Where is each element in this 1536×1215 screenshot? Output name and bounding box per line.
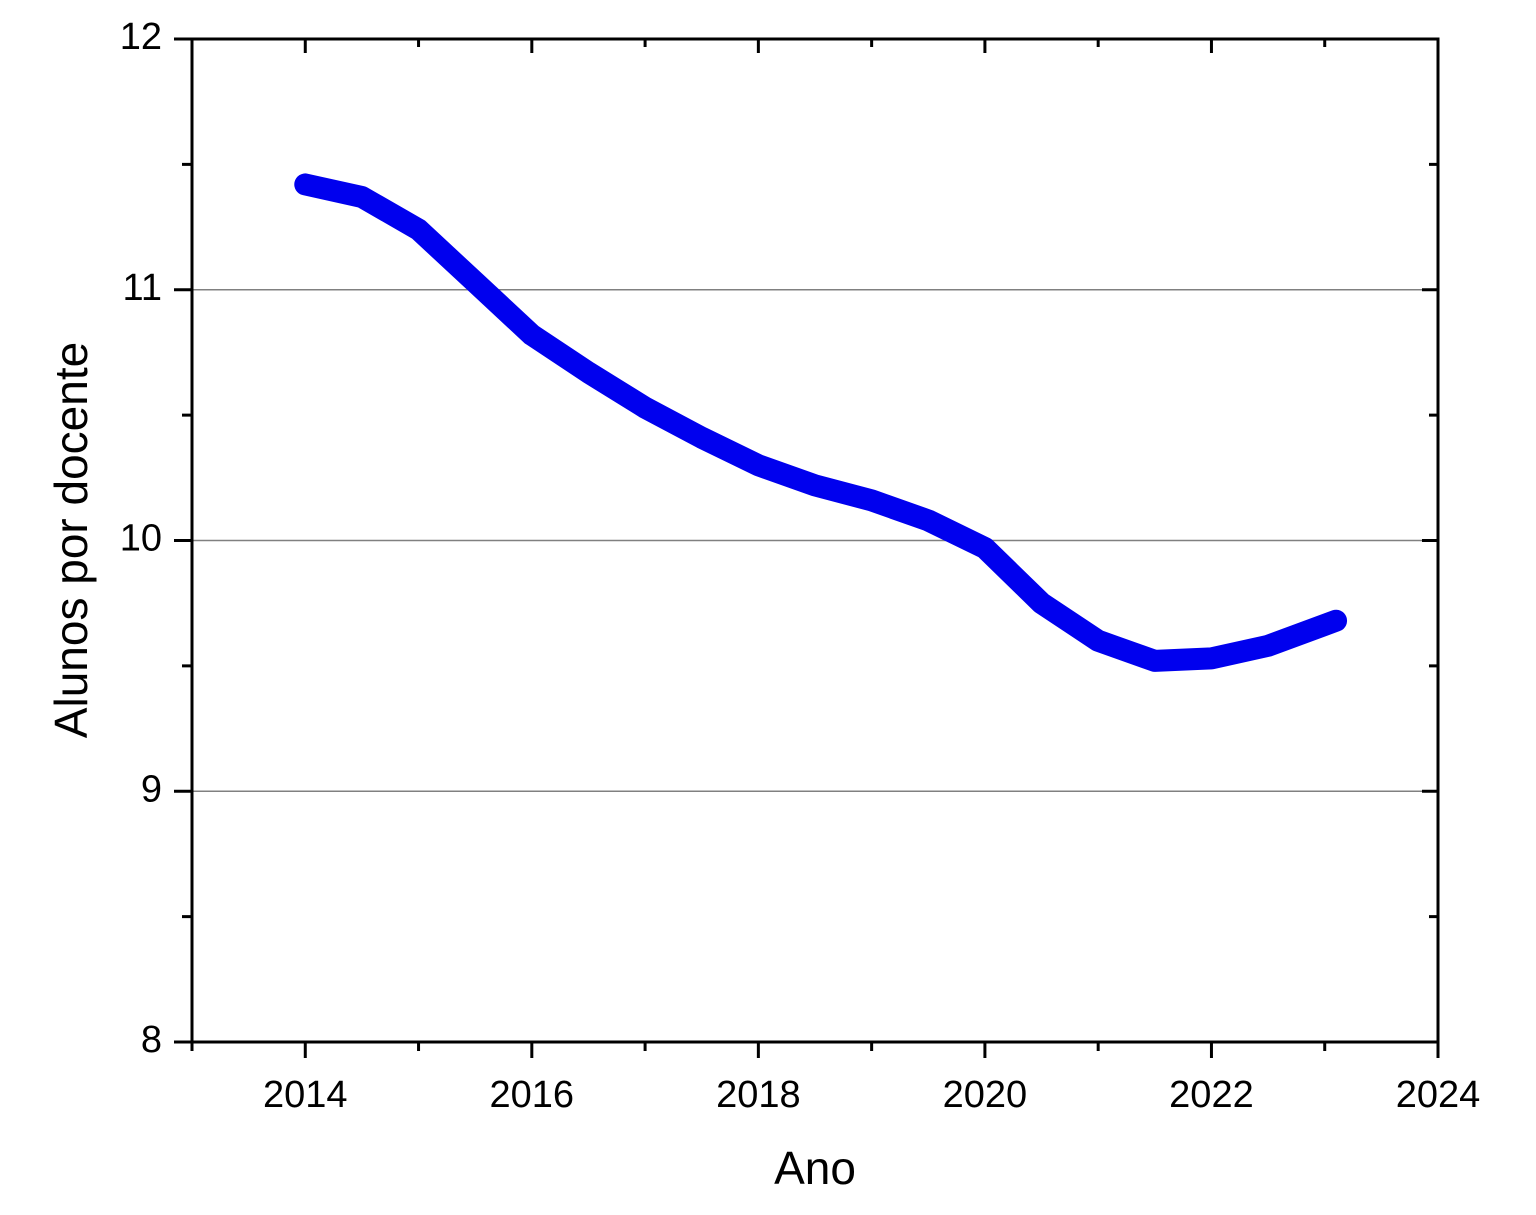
data-line (294, 173, 1348, 672)
y-axis-title: Alunos por docente (45, 342, 97, 738)
x-tick-label: 2024 (1396, 1074, 1481, 1116)
x-tick-label: 2022 (1169, 1074, 1254, 1116)
x-axis-title: Ano (774, 1142, 856, 1194)
plot-frame (190, 37, 1440, 1044)
y-tick-label: 9 (141, 768, 162, 810)
y-tick-label: 10 (120, 518, 162, 560)
y-tick-label: 8 (141, 1019, 162, 1061)
x-tick-label: 2014 (263, 1074, 348, 1116)
y-tick-label: 12 (120, 16, 162, 58)
x-tick-label: 2016 (490, 1074, 575, 1116)
x-tick-label: 2020 (943, 1074, 1028, 1116)
x-tick-label: 2018 (716, 1074, 801, 1116)
y-tick-label: 11 (123, 267, 162, 309)
